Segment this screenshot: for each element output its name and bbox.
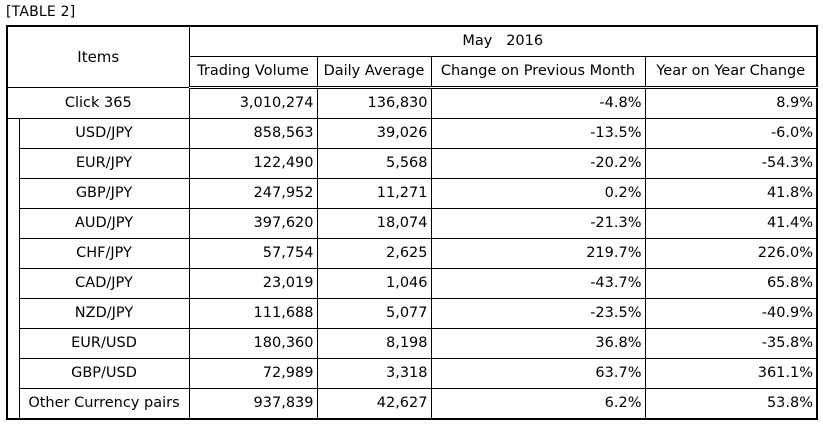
cell-change-previous-month: -20.2% xyxy=(430,148,646,179)
cell-daily-average: 18,074 xyxy=(316,208,432,239)
header-daily-average: Daily Average xyxy=(316,56,432,89)
cell-daily-average: 42,627 xyxy=(316,388,432,420)
cell-change-previous-month: -21.3% xyxy=(430,208,646,239)
row-label: CAD/JPY xyxy=(19,268,190,299)
table-row: GBP/USD 72,989 3,318 63.7% 361.1% xyxy=(7,358,818,389)
cell-change-previous-month: -23.5% xyxy=(430,298,646,329)
cell-daily-average: 5,568 xyxy=(316,148,432,179)
cell-daily-average: 1,046 xyxy=(316,268,432,299)
cell-daily-average: 3,318 xyxy=(316,358,432,389)
cell-trading-volume: 937,839 xyxy=(188,388,318,420)
table-row: AUD/JPY 397,620 18,074 -21.3% 41.4% xyxy=(7,208,818,239)
table-row: NZD/JPY 111,688 5,077 -23.5% -40.9% xyxy=(7,298,818,329)
table-row: GBP/JPY 247,952 11,271 0.2% 41.8% xyxy=(7,178,818,209)
header-year-on-year: Year on Year Change xyxy=(644,56,818,89)
cell-year-on-year: 53.8% xyxy=(644,388,818,420)
cell-year-on-year: 8.9% xyxy=(644,87,818,119)
header-trading-volume: Trading Volume xyxy=(188,56,318,89)
cell-daily-average: 11,271 xyxy=(316,178,432,209)
cell-change-previous-month: 63.7% xyxy=(430,358,646,389)
row-label: Other Currency pairs xyxy=(19,388,190,420)
cell-trading-volume: 23,019 xyxy=(188,268,318,299)
trading-volume-table: Items May 2016 Trading Volume Daily Aver… xyxy=(6,25,819,420)
cell-year-on-year: -35.8% xyxy=(644,328,818,359)
table-row: CHF/JPY 57,754 2,625 219.7% 226.0% xyxy=(7,238,818,269)
cell-year-on-year: 41.8% xyxy=(644,178,818,209)
cell-trading-volume: 111,688 xyxy=(188,298,318,329)
table-row: EUR/USD 180,360 8,198 36.8% -35.8% xyxy=(7,328,818,359)
cell-daily-average: 39,026 xyxy=(316,118,432,149)
cell-change-previous-month: 6.2% xyxy=(430,388,646,420)
table-row: EUR/JPY 122,490 5,568 -20.2% -54.3% xyxy=(7,148,818,179)
cell-trading-volume: 57,754 xyxy=(188,238,318,269)
cell-trading-volume: 180,360 xyxy=(188,328,318,359)
row-label: GBP/JPY xyxy=(19,178,190,209)
header-period: May 2016 xyxy=(188,25,818,57)
row-label: EUR/USD xyxy=(19,328,190,359)
cell-year-on-year: -40.9% xyxy=(644,298,818,329)
cell-daily-average: 5,077 xyxy=(316,298,432,329)
cell-year-on-year: -6.0% xyxy=(644,118,818,149)
cell-change-previous-month: 219.7% xyxy=(430,238,646,269)
cell-year-on-year: -54.3% xyxy=(644,148,818,179)
row-label: Click 365 xyxy=(6,87,190,119)
header-items: Items xyxy=(6,25,190,88)
table-row: Other Currency pairs 937,839 42,627 6.2%… xyxy=(7,388,818,420)
cell-year-on-year: 361.1% xyxy=(644,358,818,389)
cell-change-previous-month: -4.8% xyxy=(430,87,646,119)
row-label: USD/JPY xyxy=(19,118,190,149)
table-row: USD/JPY 858,563 39,026 -13.5% -6.0% xyxy=(6,118,818,419)
indent-spacer xyxy=(6,118,20,419)
table-caption: [TABLE 2] xyxy=(6,4,76,20)
table-row-total: Click 365 3,010,274 136,830 -4.8% 8.9% xyxy=(6,87,818,119)
cell-year-on-year: 65.8% xyxy=(644,268,818,299)
cell-change-previous-month: 36.8% xyxy=(430,328,646,359)
row-label: AUD/JPY xyxy=(19,208,190,239)
cell-change-previous-month: -43.7% xyxy=(430,268,646,299)
cell-trading-volume: 72,989 xyxy=(188,358,318,389)
cell-daily-average: 2,625 xyxy=(316,238,432,269)
row-label: GBP/USD xyxy=(19,358,190,389)
table-row: CAD/JPY 23,019 1,046 -43.7% 65.8% xyxy=(7,268,818,299)
cell-daily-average: 8,198 xyxy=(316,328,432,359)
row-label: EUR/JPY xyxy=(19,148,190,179)
row-label: CHF/JPY xyxy=(19,238,190,269)
row-label: NZD/JPY xyxy=(19,298,190,329)
cell-trading-volume: 122,490 xyxy=(188,148,318,179)
cell-trading-volume: 3,010,274 xyxy=(188,87,318,119)
cell-trading-volume: 858,563 xyxy=(188,118,318,149)
cell-year-on-year: 226.0% xyxy=(644,238,818,269)
cell-change-previous-month: -13.5% xyxy=(430,118,646,149)
cell-change-previous-month: 0.2% xyxy=(430,178,646,209)
cell-trading-volume: 397,620 xyxy=(188,208,318,239)
cell-daily-average: 136,830 xyxy=(316,87,432,119)
cell-trading-volume: 247,952 xyxy=(188,178,318,209)
cell-year-on-year: 41.4% xyxy=(644,208,818,239)
header-change-previous-month: Change on Previous Month xyxy=(430,56,646,89)
